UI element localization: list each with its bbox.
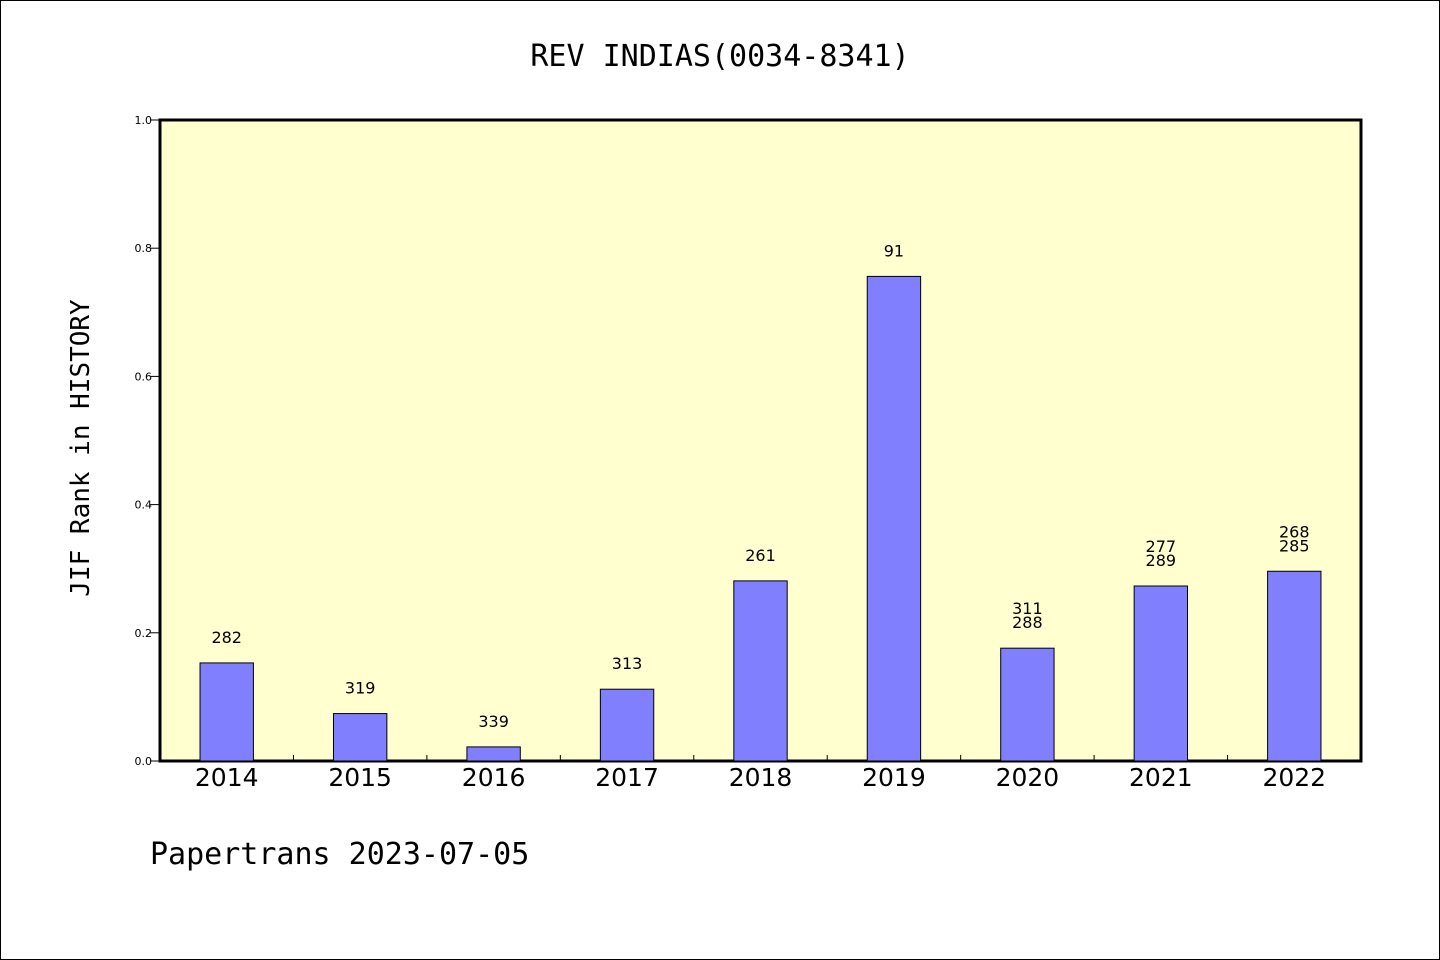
bars (199, 275, 1322, 762)
bar-value-label: 91 (884, 241, 904, 260)
x-tick-label: 2016 (462, 763, 526, 792)
x-tick-label: 2014 (195, 763, 259, 792)
bar-2018 (733, 580, 788, 762)
bar-2022 (1267, 570, 1322, 762)
bar-2021 (1133, 585, 1189, 762)
bar-value-label: 282 (211, 628, 242, 647)
y-axis-label: JIF Rank in HISTORY (66, 299, 96, 597)
bar-value-label: 285 (1279, 536, 1310, 555)
bar-2017 (599, 688, 655, 762)
y-tick-label: 1.0 (135, 114, 153, 127)
bar-value-label: 288 (1012, 613, 1043, 632)
footer-text: Papertrans 2023-07-05 (150, 837, 529, 872)
x-tick-label: 2020 (996, 763, 1060, 792)
bar-value-label: 277 (1146, 537, 1177, 556)
y-tick-label: 0.8 (135, 242, 153, 255)
bar-value-label: 268 (1279, 522, 1310, 541)
y-tick-label: 0.6 (135, 370, 153, 383)
bar-value-label: 319 (345, 679, 376, 698)
bar-2015 (332, 713, 388, 762)
bar-2014 (199, 662, 254, 762)
bar-value-label: 289 (1146, 551, 1177, 570)
x-tick-label: 2022 (1262, 763, 1326, 792)
x-axis: 2014 2015 2016 2017 2018 2019 2020 2021 2022 (195, 755, 1326, 792)
bar-value-label: 339 (478, 712, 509, 731)
y-axis: 0.0 0.2 0.4 0.6 0.8 1.0 (135, 114, 160, 768)
bar-value-label: 313 (612, 654, 643, 673)
bar-2016 (466, 746, 521, 762)
x-tick-label: 2015 (328, 763, 392, 792)
bar-value-label: 261 (745, 546, 776, 565)
bar-2019 (866, 275, 922, 762)
x-tick-label: 2017 (595, 763, 659, 792)
y-tick-label: 0.2 (135, 627, 153, 640)
bar-2020 (1000, 647, 1055, 762)
chart-title: REV INDIAS(0034-8341) (530, 39, 909, 74)
x-tick-label: 2018 (729, 763, 793, 792)
x-tick-label: 2021 (1129, 763, 1193, 792)
bar-value-label: 311 (1012, 599, 1043, 618)
y-tick-label: 0.4 (135, 499, 153, 512)
y-tick-label: 0.0 (135, 755, 153, 768)
x-tick-label: 2019 (862, 763, 926, 792)
